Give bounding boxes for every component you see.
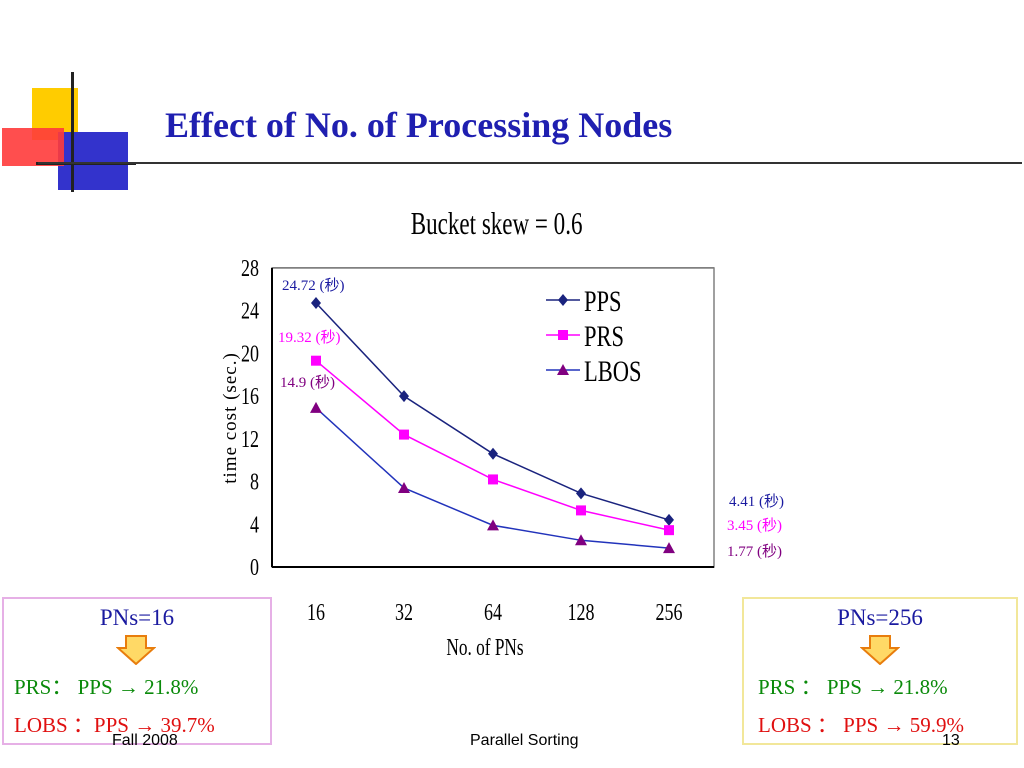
data-point (664, 513, 674, 526)
legend-label: PRS (584, 319, 624, 353)
data-point (576, 487, 586, 500)
lobs-vs-pps-line: LOBS ：PPS → 39.7% (14, 713, 215, 737)
down-arrow-icon (860, 635, 900, 665)
data-point (488, 474, 498, 485)
data-point (576, 505, 586, 516)
down-arrow-icon (116, 635, 156, 665)
box-heading: PNs=16 (99, 605, 175, 630)
y-tick-label: 28 (241, 255, 259, 282)
title-rule (38, 162, 1022, 164)
y-tick-label: 24 (241, 297, 259, 324)
x-tick-label: 256 (656, 599, 683, 626)
x-tick-label: 16 (307, 599, 325, 626)
chart-title: Bucket skew = 0.6 (410, 205, 583, 241)
logo-red-square (2, 128, 64, 166)
prs-vs-pps-line: PRS： PPS → 21.8% (14, 675, 199, 699)
footer-date: Fall 2008 (112, 732, 178, 749)
data-point (311, 355, 321, 366)
data-point (575, 534, 587, 546)
data-label: 1.77 (秒) (727, 543, 782, 560)
y-tick-label: 12 (241, 425, 259, 452)
x-tick-label: 32 (395, 599, 413, 626)
footer-page-number: 13 (942, 732, 960, 749)
series-lbos (310, 401, 675, 554)
legend-label: LBOS (584, 354, 641, 388)
data-label: 19.32 (秒) (278, 329, 341, 346)
logo-vline (71, 72, 74, 192)
slide-logo (2, 72, 136, 192)
footer-topic: Parallel Sorting (470, 732, 579, 749)
comparison-box-pns-256: PNs=256 PRS ： PPS → 21.8% LOBS ： PPS → 5… (742, 597, 1018, 745)
y-tick-label: 0 (250, 554, 259, 581)
series-prs (311, 355, 674, 536)
data-point (311, 297, 321, 310)
x-axis-title: No. of PNs (446, 633, 523, 661)
y-tick-label: 16 (241, 383, 259, 410)
data-label: 24.72 (秒) (282, 277, 345, 294)
data-point (557, 364, 569, 375)
data-label: 3.45 (秒) (727, 517, 782, 534)
prs-vs-pps-line: PRS ： PPS → 21.8% (758, 675, 948, 699)
y-tick-label: 4 (250, 511, 259, 538)
y-axis-title: time cost (sec.) (220, 352, 241, 484)
lobs-vs-pps-line: LOBS ： PPS → 59.9% (758, 713, 964, 737)
data-point (663, 542, 675, 554)
data-point (558, 294, 568, 306)
data-point (664, 525, 674, 536)
data-point (558, 330, 568, 340)
slide-title: Effect of No. of Processing Nodes (165, 105, 673, 145)
chart-annotations: 24.72 (秒) 19.32 (秒) 14.9 (秒) 4.41 (秒) 3.45 (… (278, 277, 784, 560)
logo-blue-square (58, 132, 128, 190)
box-heading: PNs=256 (837, 605, 923, 630)
chart-series (310, 297, 675, 554)
comparison-box-pns-16: PNs=16 PRS： PPS → 21.8% LOBS ：PPS → 39.7… (2, 597, 272, 745)
series-pps (311, 297, 674, 526)
y-tick-label: 8 (250, 468, 259, 495)
data-point (488, 447, 498, 460)
legend-label: PPS (584, 284, 622, 318)
data-point (398, 481, 410, 493)
x-tick-label: 64 (484, 599, 502, 626)
data-label: 14.9 (秒) (280, 374, 335, 391)
x-tick-label: 128 (568, 599, 595, 626)
y-tick-label: 20 (241, 340, 259, 367)
data-point (310, 401, 322, 413)
data-point (399, 390, 409, 403)
data-point (487, 519, 499, 531)
data-point (399, 429, 409, 440)
data-label: 4.41 (秒) (729, 493, 784, 510)
